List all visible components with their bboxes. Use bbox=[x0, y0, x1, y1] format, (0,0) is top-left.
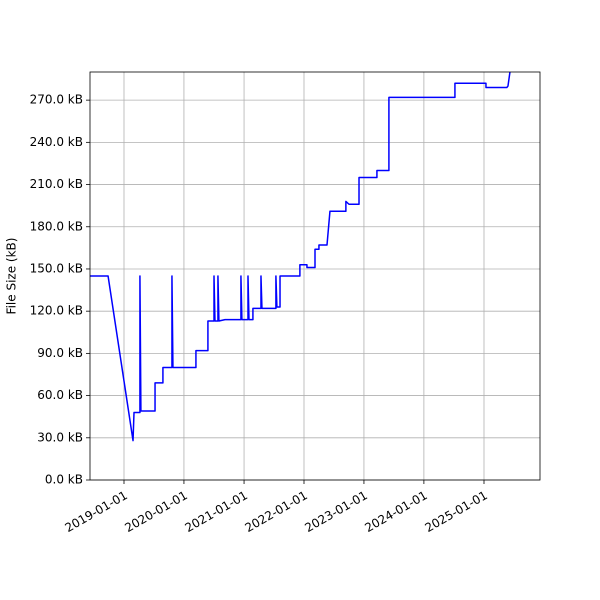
y-tick-label: 210.0 kB bbox=[30, 177, 83, 191]
y-tick-label: 240.0 kB bbox=[30, 135, 83, 149]
y-tick-label: 60.0 kB bbox=[37, 388, 83, 402]
y-tick-label: 270.0 kB bbox=[30, 93, 83, 107]
data-line bbox=[90, 72, 511, 442]
y-axis-label: File Size (kB) bbox=[5, 238, 19, 315]
y-tick-label: 0.0 kB bbox=[45, 473, 83, 487]
y-tick-label: 150.0 kB bbox=[30, 261, 83, 275]
y-tick-label: 30.0 kB bbox=[37, 430, 83, 444]
y-tick-label: 120.0 kB bbox=[30, 304, 83, 318]
plot-frame bbox=[89, 71, 541, 481]
y-tick-label: 180.0 kB bbox=[30, 219, 83, 233]
y-tick-label: 90.0 kB bbox=[37, 346, 83, 360]
